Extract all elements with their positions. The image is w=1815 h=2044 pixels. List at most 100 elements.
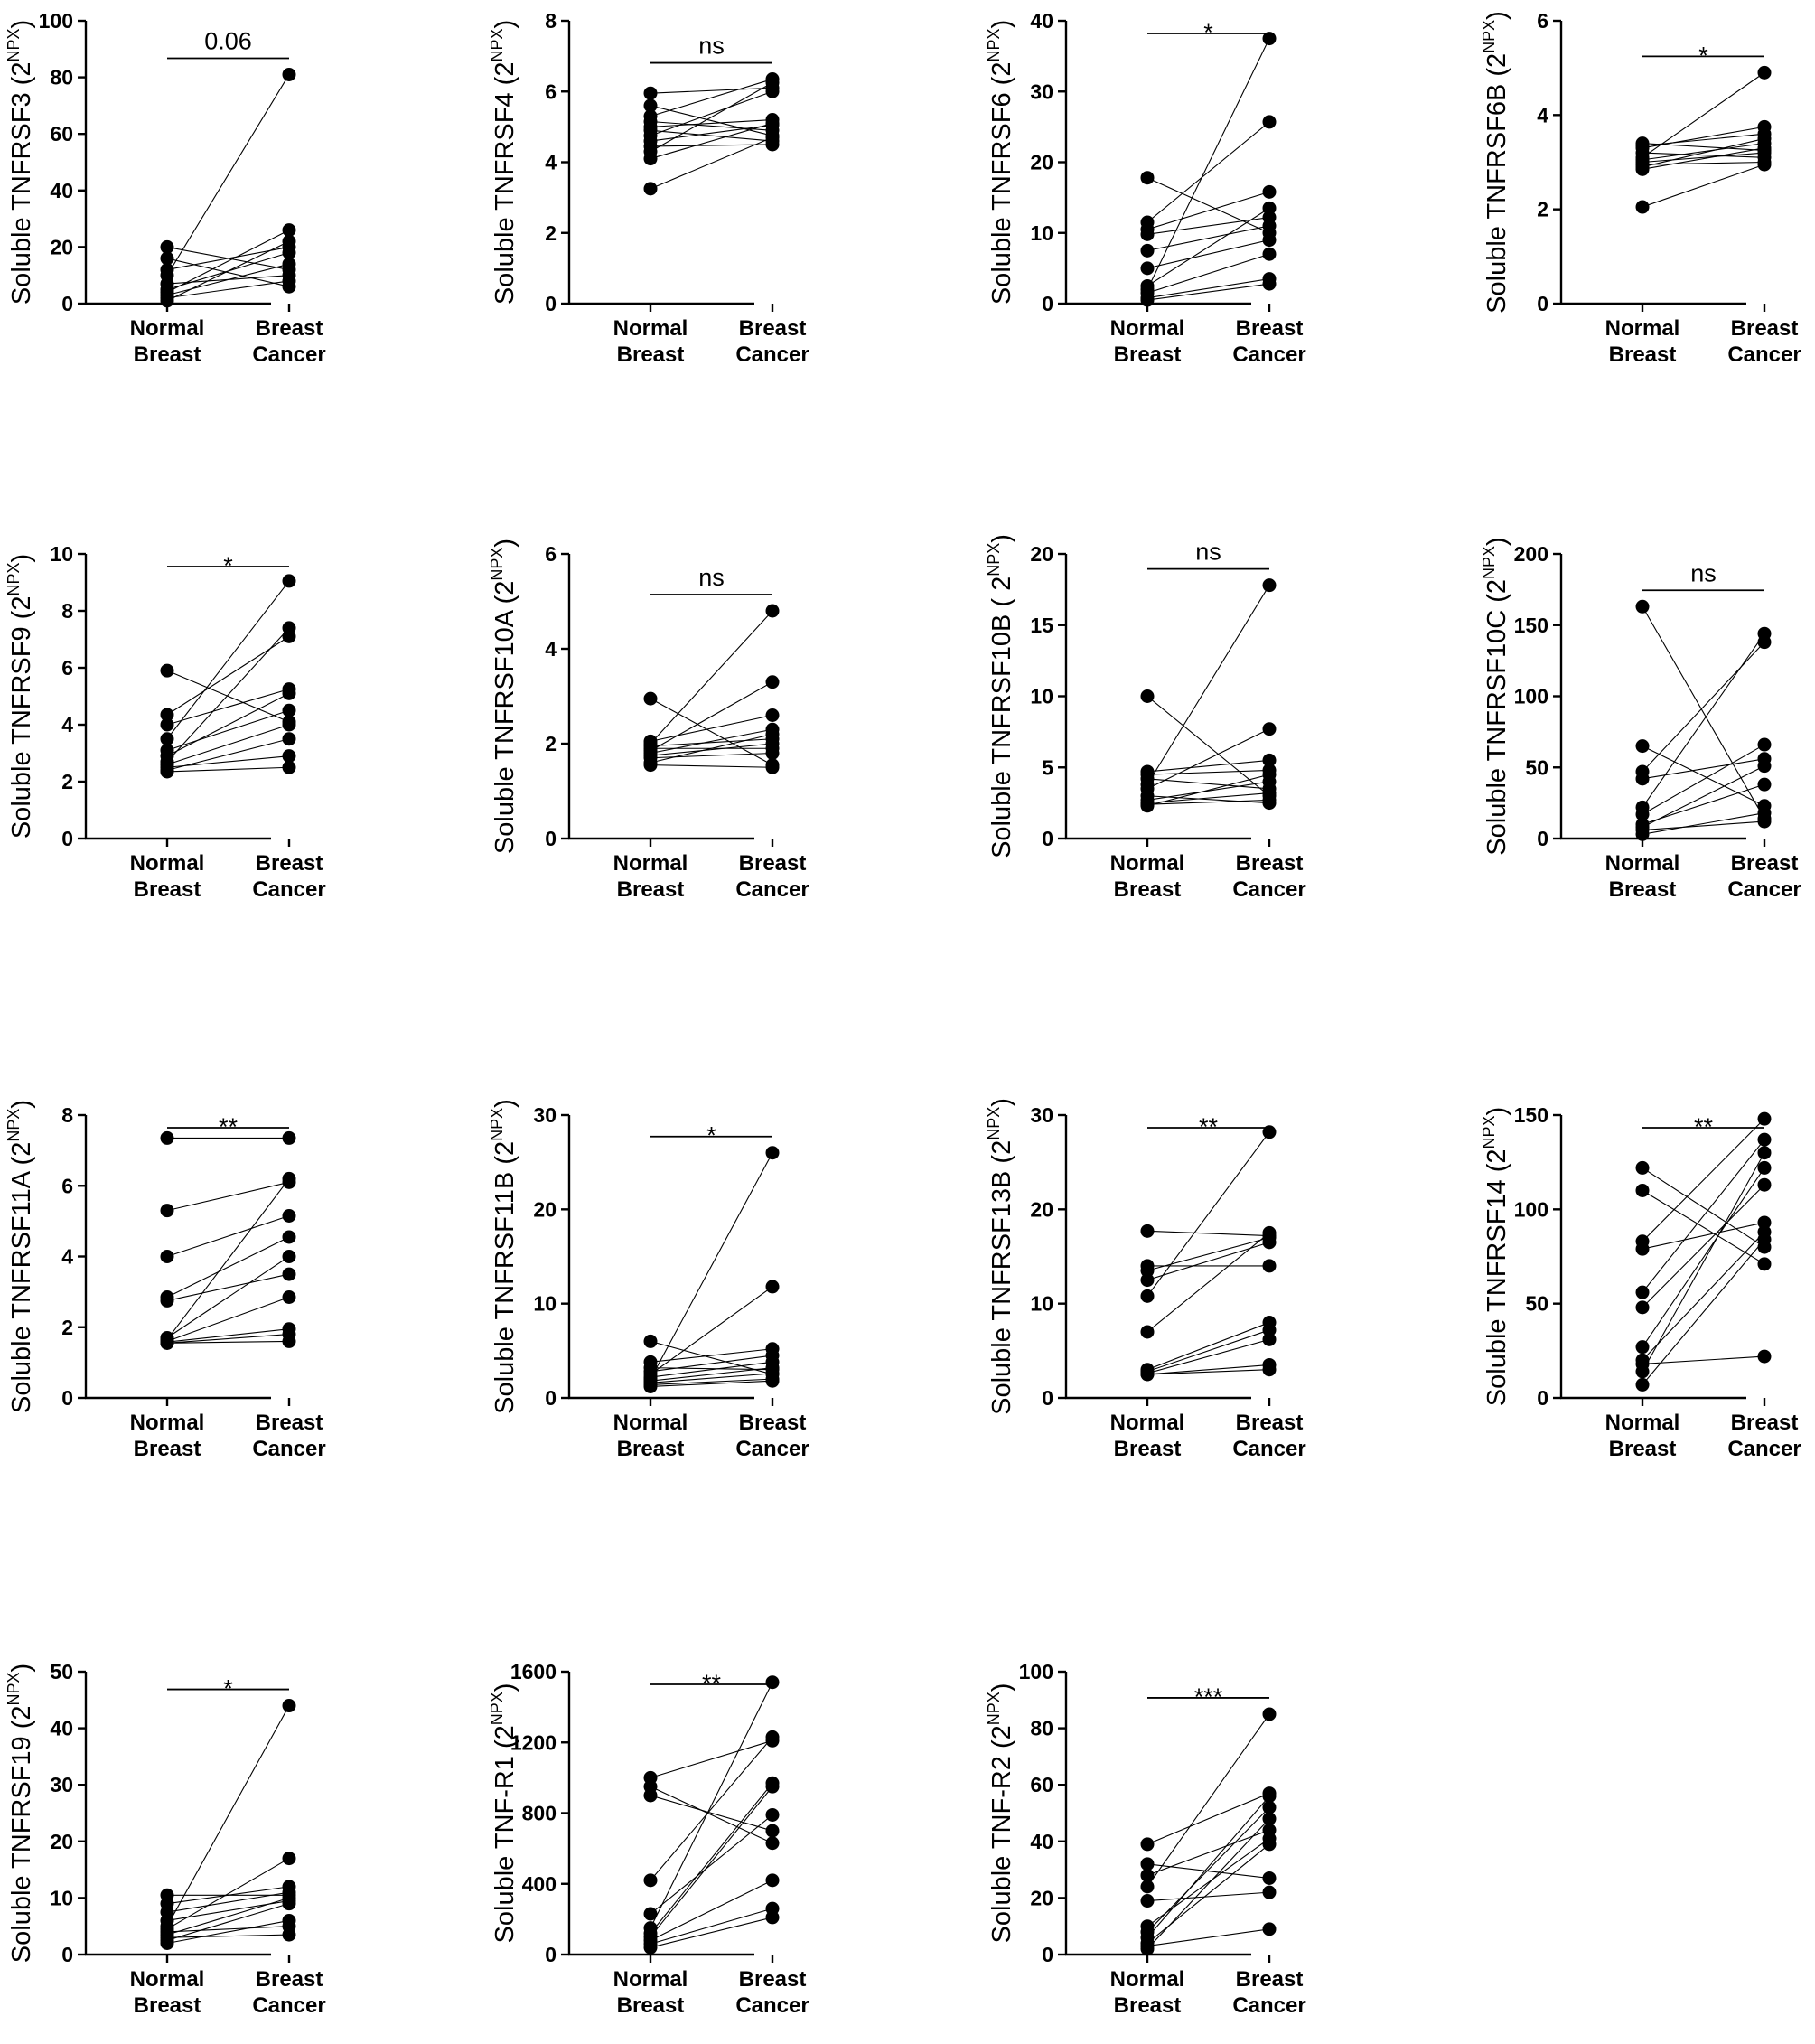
significance-label: ns xyxy=(1195,539,1221,566)
y-tick-label: 0 xyxy=(545,1386,557,1410)
data-point-normal-breast xyxy=(160,663,174,678)
chart-panel-5: 0 2 4 6 8 10 Normal Breast Breast Cancer Soluble T… xyxy=(5,542,326,902)
data-point-normal-breast xyxy=(160,1336,174,1350)
y-tick-label: 0 xyxy=(61,827,73,850)
pair-line xyxy=(1642,1189,1765,1265)
y-tick-label: 5 xyxy=(1042,755,1053,779)
pair-line xyxy=(650,124,773,142)
data-point-breast-cancer xyxy=(765,1280,780,1294)
pair-line xyxy=(1642,1355,1765,1364)
y-tick-label: 80 xyxy=(1030,1717,1053,1740)
data-point-breast-cancer xyxy=(282,686,296,700)
y-tick-label: 8 xyxy=(61,599,73,623)
y-tick-label: 0 xyxy=(1537,1386,1548,1410)
chart-panel-7: 0 5 10 15 20 Normal Breast Breast Cancer Soluble … xyxy=(985,534,1306,902)
pair-line xyxy=(650,610,773,745)
data-point-breast-cancer xyxy=(282,223,296,238)
data-point-breast-cancer xyxy=(1757,119,1772,134)
pair-line xyxy=(166,230,290,293)
pair-line xyxy=(166,1903,290,1941)
category-label-normal-breast: Normal Breast xyxy=(130,1967,205,2018)
data-point-breast-cancer xyxy=(765,1730,780,1744)
pair-line xyxy=(650,81,773,153)
y-axis-label: Soluble TNFRSF6 (2NPX) xyxy=(985,20,1016,305)
data-point-breast-cancer xyxy=(1262,277,1277,291)
significance-label: ns xyxy=(1690,559,1717,586)
y-tick-label: 4 xyxy=(61,1245,73,1269)
pair-line xyxy=(166,74,290,276)
data-point-breast-cancer xyxy=(1262,1789,1277,1804)
y-axis-label: Soluble TNFRSF10A (2NPX) xyxy=(488,539,519,854)
pair-line xyxy=(1146,1369,1270,1375)
data-point-breast-cancer xyxy=(282,234,296,248)
data-point-normal-breast xyxy=(1140,293,1155,307)
pair-line xyxy=(166,580,290,740)
y-tick-label: 50 xyxy=(1525,755,1548,779)
pair-line xyxy=(166,1705,290,1927)
pair-line xyxy=(1146,1232,1270,1333)
pair-line xyxy=(1642,161,1765,165)
data-point-breast-cancer xyxy=(282,257,296,271)
significance-label: ** xyxy=(1694,1113,1714,1140)
data-point-breast-cancer xyxy=(1262,115,1277,129)
data-point-breast-cancer xyxy=(765,1374,780,1388)
pair-line xyxy=(166,1334,290,1344)
pair-line xyxy=(1146,759,1270,773)
data-point-breast-cancer xyxy=(1262,1323,1277,1337)
data-point-normal-breast xyxy=(643,1379,658,1393)
data-point-breast-cancer xyxy=(1757,1111,1772,1126)
significance-label: * xyxy=(1698,42,1708,69)
y-tick-label: 4 xyxy=(61,713,73,736)
pair-line xyxy=(1146,216,1270,235)
pair-line xyxy=(1642,744,1765,815)
pair-line xyxy=(1146,253,1270,294)
y-tick-label: 0 xyxy=(61,1943,73,1966)
data-point-breast-cancer xyxy=(1262,1332,1277,1346)
data-point-breast-cancer xyxy=(1262,1800,1277,1814)
pair-line xyxy=(1146,1863,1270,1880)
data-point-breast-cancer xyxy=(1262,1707,1277,1721)
pair-line xyxy=(1146,1364,1270,1375)
data-point-normal-breast xyxy=(1635,599,1650,614)
y-tick-label: 15 xyxy=(1030,614,1053,637)
data-point-normal-breast xyxy=(1635,807,1650,821)
data-point-normal-breast xyxy=(643,691,658,706)
data-point-breast-cancer xyxy=(1757,1132,1772,1147)
pair-line xyxy=(1642,812,1765,835)
data-point-breast-cancer xyxy=(1757,141,1772,155)
data-point-breast-cancer xyxy=(1757,759,1772,774)
pair-line xyxy=(1642,1184,1765,1308)
y-axis-label: Soluble TNFRSF6B (2NPX) xyxy=(1480,11,1511,314)
y-tick-label: 2 xyxy=(1537,198,1548,221)
y-tick-label: 2 xyxy=(61,1316,73,1339)
y-tick-label: 6 xyxy=(1537,9,1548,33)
category-label-breast-cancer: Breast Cancer xyxy=(1232,1967,1305,2018)
data-point-breast-cancer xyxy=(1262,247,1277,261)
data-point-breast-cancer xyxy=(1757,1233,1772,1247)
pair-line xyxy=(1146,792,1270,804)
pair-line xyxy=(650,87,773,94)
category-label-normal-breast: Normal Breast xyxy=(1110,1967,1185,2018)
data-point-normal-breast xyxy=(1140,1367,1155,1382)
significance-label: * xyxy=(706,1122,716,1149)
pair-line xyxy=(1146,1322,1270,1371)
pair-line xyxy=(1642,133,1765,146)
category-label-breast-cancer: Breast Cancer xyxy=(735,316,809,367)
pair-line xyxy=(650,1917,773,1948)
y-tick-label: 6 xyxy=(61,656,73,680)
significance-label: 0.06 xyxy=(204,27,252,54)
y-tick-label: 20 xyxy=(1030,1886,1053,1909)
pair-line xyxy=(166,263,290,296)
y-tick-label: 800 xyxy=(522,1802,557,1825)
category-label-breast-cancer: Breast Cancer xyxy=(1232,851,1305,902)
data-point-breast-cancer xyxy=(1262,1235,1277,1250)
data-point-breast-cancer xyxy=(282,749,296,764)
pair-line xyxy=(650,122,773,160)
y-tick-label: 4 xyxy=(545,637,557,661)
y-tick-label: 0 xyxy=(1537,827,1548,850)
pair-line xyxy=(1146,1131,1270,1297)
y-tick-label: 20 xyxy=(50,235,73,258)
pair-line xyxy=(1642,1139,1765,1293)
data-point-breast-cancer xyxy=(765,760,780,774)
